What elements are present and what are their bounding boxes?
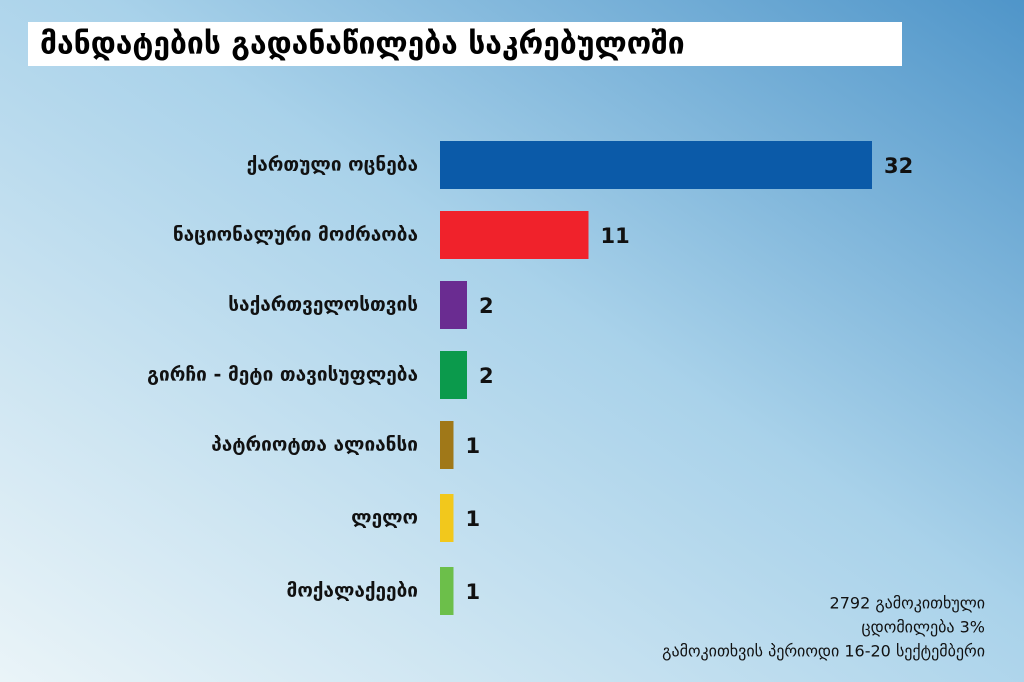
value-label: 1 xyxy=(466,434,481,458)
category-label: ნაციონალური მოძრაობა xyxy=(173,224,418,246)
category-label: მოქალაქეები xyxy=(287,580,418,602)
value-label: 1 xyxy=(466,507,481,531)
bar xyxy=(440,567,454,615)
bar xyxy=(440,494,454,542)
category-label: ქართული ოცნება xyxy=(247,154,418,176)
note: გამოკითხვის პერიოდი 16-20 სექტემბერი xyxy=(662,642,985,661)
value-label: 1 xyxy=(466,580,481,604)
bar xyxy=(440,281,467,329)
value-label: 11 xyxy=(601,224,630,248)
chart-title: მანდატების გადანაწილება საკრებულოში xyxy=(40,27,685,62)
category-label: გირჩი - მეტი თავისუფლება xyxy=(147,364,418,386)
note: ცდომილება 3% xyxy=(862,618,985,637)
category-label: საქართველოსთვის xyxy=(228,294,418,316)
title-box xyxy=(28,22,902,66)
bar xyxy=(440,211,589,259)
note: 2792 გამოკითხული xyxy=(830,594,985,613)
value-label: 32 xyxy=(884,154,913,178)
bar xyxy=(440,141,872,189)
bar xyxy=(440,421,454,469)
value-label: 2 xyxy=(479,364,494,388)
category-label: პატრიოტთა ალიანსი xyxy=(211,434,418,456)
bar xyxy=(440,351,467,399)
value-label: 2 xyxy=(479,294,494,318)
category-label: ლელო xyxy=(351,507,418,529)
